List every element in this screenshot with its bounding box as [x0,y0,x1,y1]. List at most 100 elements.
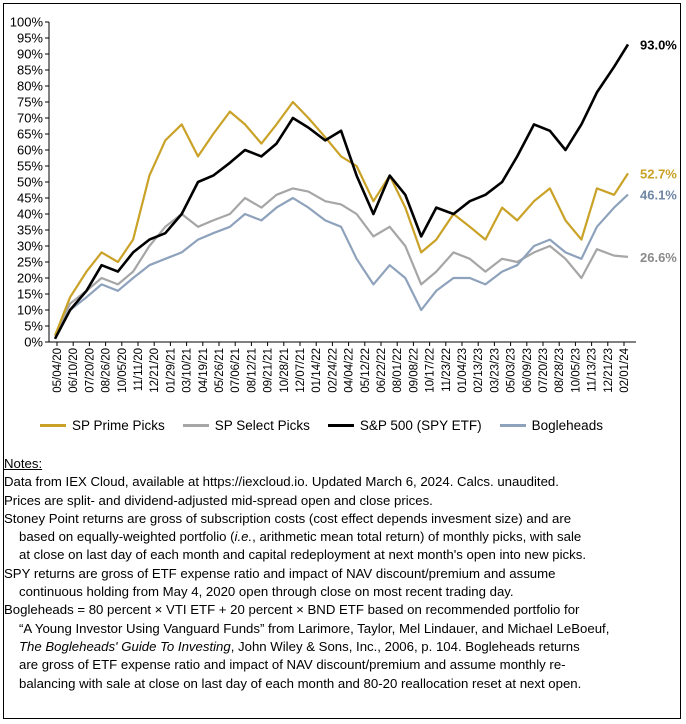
x-tick-label: 02/01/24 [619,347,631,392]
x-tick-label: 01/04/23 [457,348,469,393]
legend-item: S&P 500 (SPY ETF) [327,417,482,433]
notes-section: Notes: Data from IEX Cloud, available at… [4,455,676,693]
note-data-source: Data from IEX Cloud, available at https:… [4,474,559,490]
x-tick-label: 09/21/21 [263,348,275,393]
y-tick-label: 80% [17,79,43,94]
x-tick-label: 10/17/22 [425,348,437,393]
y-tick-label: 65% [17,127,43,142]
legend-label: SP Prime Picks [72,417,165,433]
chart-frame [3,3,681,719]
x-tick-label: 01/14/22 [311,348,323,393]
legend-item: SP Prime Picks [40,418,165,433]
legend-swatch [182,423,209,427]
x-tick-label: 11/13/23 [587,348,599,392]
note-spy-2: continuous holding from May 4, 2020 open… [19,584,514,600]
y-tick-label: 15% [17,287,43,302]
x-tick-label: 03/23/23 [489,348,501,393]
legend-swatch [327,423,354,427]
x-tick-label: 11/11/20 [133,348,145,391]
x-tick-label: 03/10/21 [182,348,194,393]
x-tick-label: 11/23/22 [441,348,453,392]
x-tick-label: 05/12/22 [360,348,372,393]
x-tick-label: 06/09/23 [522,348,534,393]
x-tick-label: 09/08/22 [408,348,420,393]
y-tick-label: 95% [17,31,43,46]
y-tick-label: 30% [17,239,43,254]
end-label-2: 93.0% [640,37,677,52]
note-bogleheads-1: Bogleheads = 80 percent × VTI ETF + 20 p… [4,602,580,618]
x-tick-label: 02/13/23 [473,348,485,393]
y-tick-label: 20% [17,271,43,286]
y-tick-label: 75% [17,95,43,110]
y-tick-label: 10% [17,303,43,318]
end-labels: 52.7% 26.6% 93.0% 46.1% [640,37,677,264]
x-tick-label: 10/05/23 [570,348,582,393]
note-bogleheads-4: are gross of ETF expense ratio and impac… [19,657,566,673]
y-tick-label: 35% [17,223,43,238]
legend-item: Bogleheads [499,417,603,433]
note-bogleheads-2: “A Young Investor Using Vanguard Funds” … [19,620,610,636]
note-text: , arithmetic mean total return) of month… [252,529,582,545]
x-tick-label: 06/22/22 [376,348,388,393]
y-axis: 0%5%10%15%20%25%30%35%40%45%50%55%60%65%… [10,15,50,350]
end-label-1: 26.6% [640,250,677,265]
series-line-1 [54,187,629,337]
note-bogleheads-3: The Bogleheads' Guide To Investing, John… [4,638,676,656]
y-tick-label: 50% [17,175,43,190]
x-tick-label: 05/03/23 [506,348,518,393]
series-layer [53,43,630,340]
x-tick-label: 12/21/20 [149,348,161,393]
x-tick-label: 12/07/21 [295,348,307,393]
x-tick-label: 04/19/21 [198,348,210,393]
legend-swatch [499,423,526,427]
x-tick-label: 01/29/21 [165,348,177,393]
legend-swatch [40,423,66,427]
y-tick-label: 90% [17,47,43,62]
line-chart: 0%5%10%15%20%25%30%35%40%45%50%55%60%65%… [10,15,678,393]
note-stoney-point-2: based on equally-weighted portfolio (i.e… [4,528,676,546]
y-tick-label: 55% [17,159,43,174]
x-tick-label: 08/28/23 [554,348,566,393]
note-text: , John Wiley & Sons, Inc., 2006, p. 104.… [230,638,580,654]
y-tick-label: 45% [17,191,43,206]
y-tick-label: 0% [24,335,43,350]
note-book-title: The Bogleheads' Guide To Investing [19,638,231,654]
x-tick-label: 08/26/20 [101,348,113,393]
x-tick-label: 12/21/23 [603,348,615,393]
y-tick-label: 85% [17,63,43,78]
x-tick-label: 07/20/23 [538,348,550,393]
end-label-3: 46.1% [640,187,677,202]
y-tick-label: 40% [17,207,43,222]
x-tick-label: 10/05/20 [117,348,129,393]
legend-label: S&P 500 (SPY ETF) [359,417,482,433]
legend-item: SP Select Picks [182,417,310,433]
note-bogleheads-5: balancing with sale at close on last day… [19,675,582,691]
x-tick-label: 05/26/21 [214,348,226,393]
note-stoney-point-1: Stoney Point returns are gross of subscr… [4,510,572,526]
y-tick-label: 25% [17,255,43,270]
series-line-2 [53,43,630,340]
notes-title: Notes: [4,456,43,471]
note-text: based on equally-weighted portfolio ( [19,529,235,545]
x-tick-label: 08/12/21 [246,348,258,393]
legend-label: SP Select Picks [214,417,310,433]
note-stoney-point-3: at close on last day of each month and c… [19,547,586,563]
x-tick-label: 06/10/20 [68,348,80,393]
x-tick-label: 04/04/22 [344,348,356,393]
end-label-0: 52.7% [640,166,677,181]
legend-label: Bogleheads [531,417,603,433]
x-tick-label: 07/20/20 [84,348,96,393]
y-tick-label: 60% [17,143,43,158]
legend: SP Prime Picks SP Select Picks S&P 500 (SP… [40,415,621,435]
x-tick-label: 07/06/21 [230,348,242,393]
x-axis: 05/04/20 06/10/20 07/20/20 08/26/20 10/05/20… [49,341,636,393]
series-line-3 [54,193,629,337]
x-tick-label: 08/01/22 [392,348,404,393]
y-tick-label: 5% [24,319,43,334]
series-line-0 [53,100,629,337]
y-tick-label: 100% [10,15,44,30]
note-italic-ie: i.e. [234,529,253,545]
x-tick-label: 05/04/20 [52,348,64,393]
x-tick-label: 02/24/22 [327,348,339,393]
y-tick-label: 70% [17,111,43,126]
